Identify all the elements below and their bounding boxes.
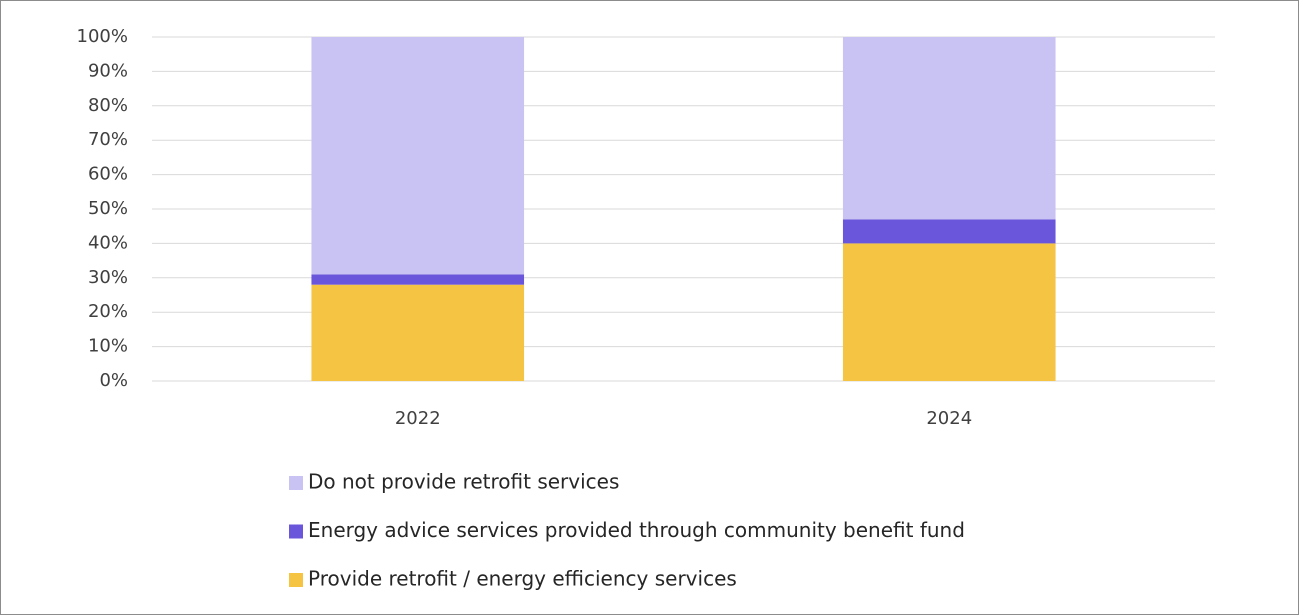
bar-segment <box>311 284 525 381</box>
bar-segment <box>311 37 525 275</box>
y-tick-label: 40% <box>88 232 128 253</box>
y-tick-label: 90% <box>88 60 128 81</box>
y-tick-label: 70% <box>88 129 128 150</box>
legend-label: Do not provide retrofit services <box>308 470 619 494</box>
legend-swatch <box>289 476 303 490</box>
legend-label: Energy advice services provided through … <box>308 518 965 542</box>
y-tick-label: 60% <box>88 164 128 185</box>
x-tick-label: 2022 <box>395 408 441 429</box>
bar-segment <box>842 219 1056 244</box>
y-tick-label: 20% <box>88 301 128 322</box>
y-tick-label: 100% <box>77 26 128 47</box>
y-tick-label: 80% <box>88 95 128 116</box>
y-tick-label: 10% <box>88 336 128 357</box>
y-tick-label: 30% <box>88 267 128 288</box>
legend-label: Provide retrofit / energy efficiency ser… <box>308 567 737 591</box>
y-tick-label: 0% <box>99 370 128 391</box>
bar-segment <box>842 243 1056 381</box>
legend-swatch <box>289 524 303 539</box>
y-tick-label: 50% <box>88 198 128 219</box>
bar-segment <box>842 37 1056 220</box>
legend-swatch <box>289 573 303 587</box>
bar-segment <box>311 274 525 285</box>
x-tick-label: 2024 <box>926 408 972 429</box>
